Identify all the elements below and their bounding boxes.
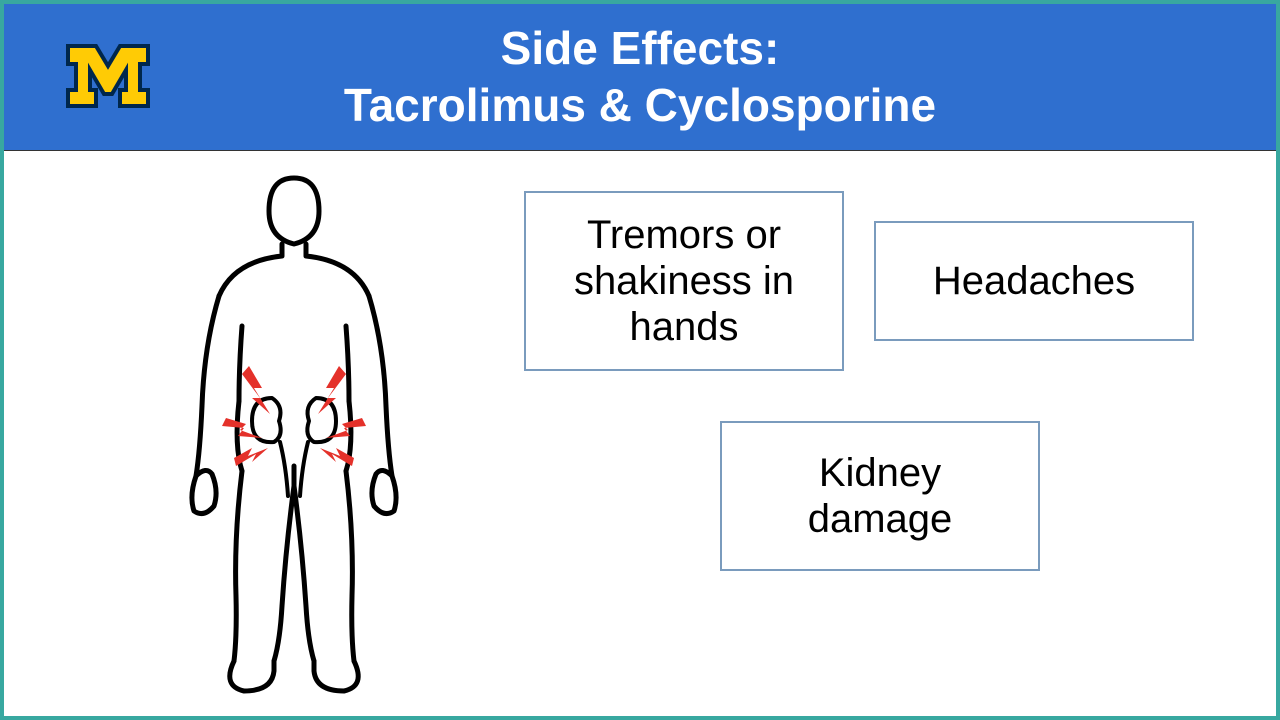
michigan-logo — [64, 34, 184, 119]
slide-header: Side Effects: Tacrolimus & Cyclosporine — [4, 4, 1276, 151]
title-line-2: Tacrolimus & Cyclosporine — [344, 77, 936, 135]
effect-box-tremors: Tremors or shakiness in hands — [524, 191, 844, 371]
effect-box-kidney: Kidney damage — [720, 421, 1040, 571]
slide-content: Tremors or shakiness in hands Headaches … — [4, 151, 1276, 716]
effects-row-1: Tremors or shakiness in hands Headaches — [524, 191, 1236, 371]
effects-column: Tremors or shakiness in hands Headaches … — [484, 161, 1236, 706]
slide-frame: Side Effects: Tacrolimus & Cyclosporine — [0, 0, 1280, 720]
body-figure-column — [104, 161, 484, 706]
title-line-1: Side Effects: — [501, 20, 780, 78]
body-diagram — [134, 166, 454, 706]
effects-row-2: Kidney damage — [524, 421, 1236, 571]
effect-box-headaches: Headaches — [874, 221, 1194, 341]
